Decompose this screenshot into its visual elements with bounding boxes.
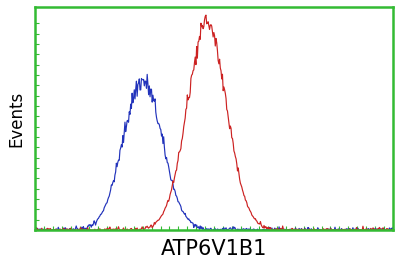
X-axis label: ATP6V1B1: ATP6V1B1 [161,239,267,259]
Y-axis label: Events: Events [7,90,25,147]
